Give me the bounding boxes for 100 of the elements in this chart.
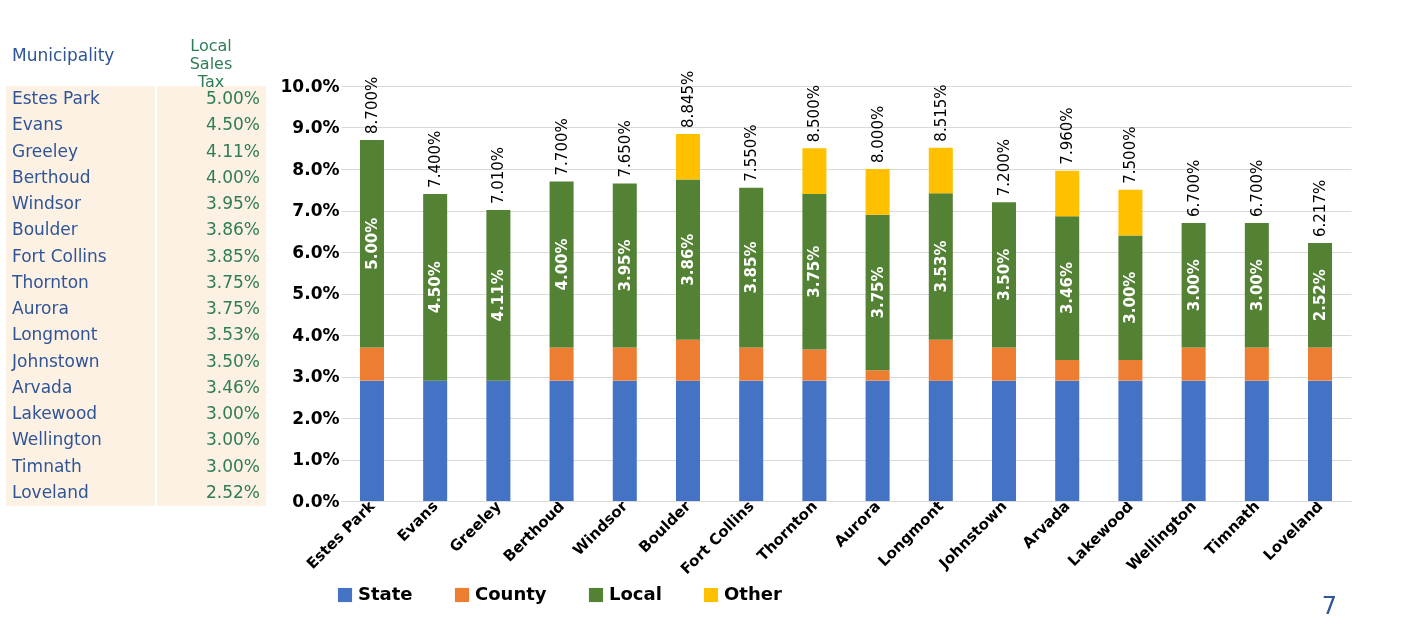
total-label: 7.960% — [1058, 107, 1077, 165]
category-label: Estes Park — [12, 88, 100, 109]
bar — [675, 179, 700, 340]
data-label: 2.52% — [1311, 269, 1330, 322]
total-label: 7.400% — [426, 130, 445, 188]
bar — [359, 347, 384, 381]
total-label: 6.217% — [1311, 179, 1330, 237]
data-label: 3.00% — [1247, 259, 1266, 312]
data-label: 3.00% — [1184, 259, 1203, 312]
data-label: 4.11% — [489, 269, 508, 322]
y-tick-label: 4.0% — [292, 324, 340, 345]
bar — [1244, 347, 1269, 381]
text: 2.52% — [205, 481, 260, 502]
text: 3.85% — [205, 245, 260, 266]
category-label: Greeley — [12, 140, 78, 161]
total-label: 7.500% — [1121, 126, 1140, 184]
category-label: Evans — [12, 114, 63, 135]
bar — [486, 380, 511, 501]
bar — [1055, 359, 1080, 381]
legend-label: County — [475, 583, 547, 604]
bar — [359, 139, 384, 348]
text: 5.00% — [205, 88, 260, 109]
text: Municipality — [12, 45, 115, 65]
data-label: 4.50% — [426, 261, 445, 314]
data-label: 3.00% — [1121, 271, 1140, 324]
y-tick-label: 5.0% — [292, 283, 340, 303]
data-label: 3.53% — [931, 240, 950, 293]
bar — [1244, 380, 1269, 501]
y-tick-label: 9.0% — [292, 117, 340, 137]
bar — [1118, 359, 1143, 381]
text: 3.75% — [205, 271, 260, 292]
total-label: 8.700% — [362, 76, 381, 134]
bar — [423, 380, 448, 501]
text: 4.50% — [205, 114, 260, 135]
category-label: Loveland — [12, 481, 89, 502]
total-label: 6.700% — [1247, 159, 1266, 217]
bar — [992, 347, 1017, 381]
y-tick-label: 7.0% — [292, 200, 340, 220]
bar — [612, 347, 637, 381]
y-tick-label: 6.0% — [292, 241, 340, 262]
text: Local Sales Tax — [189, 36, 233, 91]
bar — [928, 339, 953, 381]
bar — [549, 181, 574, 348]
text: 3.95% — [205, 193, 260, 214]
y-tick-label: 8.0% — [292, 158, 340, 179]
text: 3.00% — [205, 403, 260, 424]
data-label: 3.75% — [805, 245, 824, 298]
bar — [1308, 347, 1333, 381]
bar — [802, 193, 827, 350]
bar — [486, 210, 511, 381]
bar — [675, 133, 700, 180]
bar — [1181, 347, 1206, 381]
data-label: 3.50% — [995, 248, 1014, 301]
bar — [675, 380, 700, 501]
text: 3.00% — [205, 455, 260, 476]
bar — [549, 380, 574, 501]
data-label: 3.46% — [1058, 262, 1077, 315]
category-label: Berthoud — [12, 166, 91, 187]
text: 3.86% — [205, 219, 260, 240]
y-tick-label: 3.0% — [292, 366, 340, 386]
category-label: Wellington — [12, 429, 102, 450]
text: 3.00% — [205, 429, 260, 450]
bar — [1308, 380, 1333, 501]
bar — [928, 193, 953, 340]
bar — [549, 347, 574, 381]
text: 3.46% — [205, 376, 260, 397]
bar — [612, 380, 637, 501]
text: 4.00% — [205, 166, 260, 187]
total-label: 7.200% — [995, 139, 1014, 197]
bar — [928, 147, 953, 194]
bar — [739, 380, 764, 501]
bar — [865, 380, 890, 501]
bar — [802, 349, 827, 381]
bar — [865, 169, 890, 215]
bar — [359, 380, 384, 501]
bar — [802, 380, 827, 501]
text: 7 — [1321, 592, 1337, 620]
y-tick-label: 2.0% — [292, 407, 340, 428]
bar — [1181, 380, 1206, 501]
category-label: Lakewood — [12, 403, 98, 424]
data-label: 3.75% — [868, 266, 887, 319]
total-label: 8.500% — [805, 85, 824, 143]
total-label: 6.700% — [1184, 159, 1203, 217]
bar — [865, 370, 890, 381]
total-label: 8.000% — [868, 105, 887, 163]
bar — [928, 380, 953, 501]
bar — [802, 148, 827, 194]
y-tick-label: 0.0% — [292, 490, 340, 511]
category-label: Fort Collins — [12, 245, 107, 266]
bar — [1118, 380, 1143, 501]
total-label: 8.515% — [931, 84, 950, 142]
data-label: 5.00% — [362, 217, 381, 270]
total-label: 7.010% — [489, 146, 508, 205]
category-label: Timnath — [11, 455, 82, 476]
bar — [675, 339, 700, 381]
data-label: 3.86% — [678, 233, 697, 286]
legend-label: State — [358, 583, 413, 604]
total-label: 7.550% — [742, 124, 761, 182]
bar — [1118, 189, 1143, 236]
total-label: 7.700% — [552, 118, 571, 176]
